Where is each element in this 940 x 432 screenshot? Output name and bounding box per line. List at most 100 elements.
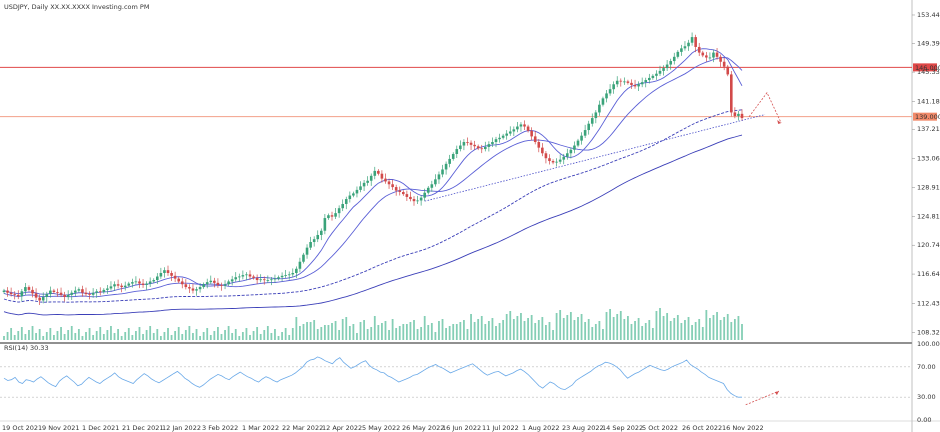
forecast-arrowhead (777, 120, 782, 125)
candle-body (726, 66, 730, 75)
volume-bar (527, 318, 529, 340)
volume-bar (102, 334, 105, 340)
date-tick-label: 11 Jul 2022 (482, 424, 519, 432)
candle-body (533, 136, 537, 143)
volume-bar (505, 314, 508, 340)
volume-bar (95, 331, 98, 340)
price-tick-label: 124.815 (917, 213, 940, 221)
candle-body (648, 77, 651, 81)
candle-body (434, 179, 437, 185)
candle-body (419, 197, 423, 201)
volume-bar (270, 333, 273, 340)
volume-bar (60, 327, 62, 340)
volume-bar (28, 330, 30, 340)
volume-bar (719, 320, 722, 340)
volume-bar (473, 322, 476, 340)
price-tick-label: 128.910 (917, 184, 940, 192)
volume-bar (541, 317, 544, 340)
volume-bar (163, 332, 166, 340)
candle-body (455, 149, 459, 154)
volume-bar (705, 310, 708, 340)
candle-body (184, 284, 188, 288)
volume-bar (381, 323, 383, 340)
candle-body (719, 56, 722, 62)
rsi-header: RSI(14) 30.33 (4, 344, 49, 352)
candle-body (541, 147, 544, 154)
volume-bar (288, 335, 291, 340)
volume-bar (131, 335, 134, 340)
volume-bar (605, 312, 608, 340)
volume-bar (181, 334, 184, 340)
date-tick-label: 16 Jun 2022 (442, 424, 481, 432)
candle-body (227, 281, 230, 285)
candle-body (152, 280, 156, 282)
volume-bar (341, 319, 344, 340)
volume-bar (712, 315, 715, 340)
moving-averages (3, 48, 743, 316)
volume-bar (209, 335, 212, 340)
candle-body (366, 180, 369, 183)
volume-bar (152, 333, 155, 340)
ma-slowest-line (3, 134, 743, 316)
candle-body (469, 142, 473, 145)
candle-body (63, 294, 66, 297)
candle-body (405, 194, 409, 197)
volume-bar (516, 316, 519, 340)
volume-bar (138, 327, 141, 340)
volume-bar (502, 320, 505, 340)
candle-body (134, 281, 138, 283)
candle-body (569, 149, 573, 154)
volume-bar (723, 317, 726, 340)
volume-bar (730, 322, 733, 340)
candle-body (245, 274, 248, 276)
candle-body (280, 275, 284, 278)
candle-body (255, 277, 259, 281)
candle-body (623, 81, 626, 83)
candle-body (205, 282, 209, 285)
candle-body (394, 187, 398, 191)
candle-body (398, 190, 402, 193)
volume-bar (234, 329, 237, 340)
rsi-tick-label: 0.00 (917, 416, 931, 424)
volume-bar (42, 336, 45, 340)
date-tick-label: 19 Oct 2021 (2, 424, 42, 432)
candle-body (209, 280, 213, 283)
volume-bar (220, 334, 223, 340)
candle-body (473, 144, 476, 147)
volume-bar (701, 327, 704, 340)
volume-bar (388, 330, 390, 340)
candle-body (191, 288, 195, 291)
candle-body (241, 275, 245, 277)
candle-body (598, 104, 601, 113)
candle-body (523, 124, 526, 127)
volume-bar (88, 328, 91, 340)
rsi-forecast-path (745, 390, 780, 406)
candle-body (156, 276, 159, 281)
volume-bar (302, 324, 305, 340)
candle-body (327, 215, 330, 219)
candle-body (384, 178, 387, 182)
volume-bar (77, 329, 80, 340)
candle-body (476, 146, 480, 149)
volume-bar (691, 325, 693, 340)
candle-body (391, 184, 394, 188)
candle-body (198, 287, 202, 290)
candle-body (519, 124, 523, 127)
volume-bar (174, 331, 177, 340)
date-tick-label: 22 Mar 2022 (282, 424, 323, 432)
candle-body (733, 112, 737, 116)
candle-body (619, 80, 623, 82)
candle-body (612, 84, 615, 90)
volume-bar (562, 318, 565, 340)
volume-bar (733, 319, 736, 340)
candle-body (630, 82, 633, 85)
volume-bar (552, 330, 554, 340)
volume-bar (3, 336, 5, 340)
candle-body (373, 170, 377, 176)
candle-body (387, 181, 391, 185)
volume-bar (263, 330, 266, 340)
volume-bar (74, 333, 77, 340)
candle-body (626, 81, 630, 83)
candle-body (341, 203, 344, 209)
